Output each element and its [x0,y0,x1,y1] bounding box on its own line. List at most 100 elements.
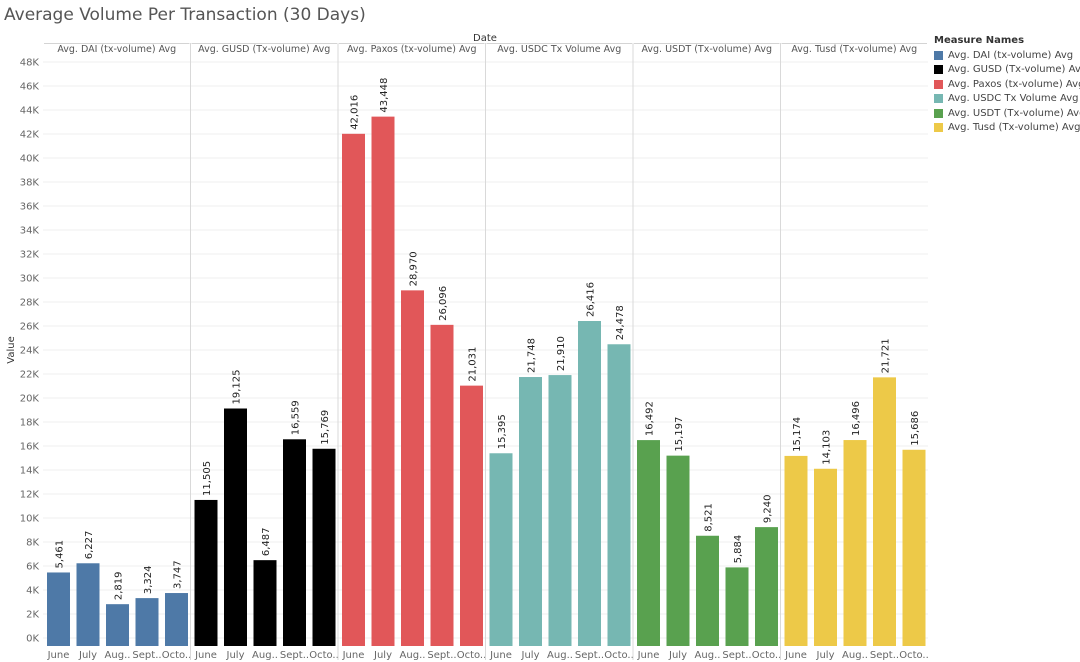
y-tick-label: 4K [26,586,39,597]
bar [489,453,513,646]
bar [253,560,277,646]
bar [548,375,572,646]
bar [607,344,631,646]
legend-item[interactable]: Avg. Paxos (tx-volume) Avg [934,77,1080,92]
x-tick-label: Aug.. [252,650,278,661]
x-tick-label: Aug.. [105,650,131,661]
bar [194,499,218,646]
x-tick-label: July [521,650,540,661]
data-label: 16,559 [291,400,302,435]
y-tick-label: 46K [20,82,40,93]
data-label: 5,461 [55,540,66,569]
bar [401,290,424,646]
legend-label: Avg. GUSD (Tx-volume) Avg [948,64,1080,76]
y-tick-label: 26K [20,322,40,333]
data-label: 6,487 [261,528,272,557]
y-tick-label: 10K [20,514,40,525]
legend-item[interactable]: Avg. DAI (tx-volume) Avg [934,48,1080,63]
legend-swatch [934,123,943,133]
bar [371,116,395,646]
y-tick-label: 30K [20,274,40,285]
legend-swatch [934,79,943,89]
data-label: 16,496 [851,401,862,436]
legend: Measure Names Avg. DAI (tx-volume) Avg Av… [934,35,1080,135]
bar [430,324,454,646]
legend-item[interactable]: Avg. Tusd (Tx-volume) Avg [934,121,1080,136]
bar [283,439,306,646]
data-label: 5,884 [733,535,744,564]
data-label: 26,096 [438,286,449,321]
data-label: 21,748 [527,338,538,373]
legend-item[interactable]: Avg. USDC Tx Volume Avg [934,92,1080,107]
bar [725,567,749,646]
data-label: 14,103 [822,430,833,465]
legend-item[interactable]: Avg. GUSD (Tx-volume) Avg [934,63,1080,78]
data-label: 15,174 [792,417,803,452]
y-tick-label: 6K [26,562,39,573]
x-tick-label: Aug.. [400,650,426,661]
legend-swatch [934,50,943,60]
legend-swatch [934,65,943,75]
x-tick-label: Octo.. [899,650,929,661]
x-tick-label: Octo.. [752,650,782,661]
panel-title: Avg. DAI (tx-volume) Avg [57,44,176,55]
data-label: 26,416 [586,282,597,317]
x-tick-label: July [373,650,392,661]
data-label: 21,721 [881,338,892,373]
x-tick-label: June [194,650,217,661]
y-tick-label: 40K [20,154,40,165]
x-tick-label: July [78,650,97,661]
x-tick-label: July [816,650,835,661]
data-label: 2,819 [114,572,125,601]
data-label: 21,910 [556,336,567,371]
x-tick-label: June [342,650,365,661]
panel-title: Avg. Paxos (tx-volume) Avg [347,44,477,55]
data-label: 16,492 [645,401,656,436]
legend-label: Avg. DAI (tx-volume) Avg [948,49,1074,61]
bar [666,455,690,646]
bar-chart: Date Value 0K 2K 4K 6K 8K 10K 12K 14K 16K 18K 20K 22K… [6,33,929,661]
x-tick-label: Sept.. [280,650,309,661]
data-label: 24,478 [615,305,626,340]
x-tick-label: Octo.. [162,650,192,661]
x-tick-label: Octo.. [309,650,339,661]
data-label: 42,016 [350,95,361,130]
legend-swatch [934,94,943,104]
y-tick-label: 18K [20,418,40,429]
x-tick-label: Aug.. [695,650,721,661]
panel-title: Avg. GUSD (Tx-volume) Avg [198,44,330,55]
data-label: 19,125 [232,370,243,405]
bar [784,455,808,646]
legend-label: Avg. Paxos (tx-volume) Avg [948,78,1080,90]
x-tick-label: June [47,650,70,661]
y-tick-label: 20K [20,394,40,405]
legend-swatch [934,108,943,118]
bar [755,527,778,646]
legend-title: Measure Names [934,35,1025,46]
legend-item[interactable]: Avg. USDT (Tx-volume) Avg [934,106,1080,121]
y-tick-label: 42K [20,130,40,141]
data-label: 11,505 [202,461,213,496]
data-label: 15,395 [497,414,508,449]
bar [814,468,837,646]
panel-title: Avg. USDT (Tx-volume) Avg [641,44,772,55]
y-tick-label: 14K [20,466,40,477]
y-axis-title: Value [6,336,17,363]
x-tick-label: June [489,650,512,661]
column-header: Date [473,33,497,44]
data-label: 21,031 [468,347,479,382]
y-tick-label: 44K [20,106,40,117]
bar [76,563,100,646]
y-tick-label: 38K [20,178,40,189]
data-label: 8,521 [704,503,715,532]
panel-title: Avg. USDC Tx Volume Avg [497,44,621,55]
x-tick-label: Octo.. [457,650,487,661]
x-tick-label: July [668,650,687,661]
data-label: 15,686 [910,411,921,446]
bar [224,408,247,646]
x-tick-label: Aug.. [547,650,573,661]
x-tick-label: Sept.. [575,650,604,661]
y-tick-label: 24K [20,346,40,357]
x-tick-label: Sept.. [722,650,751,661]
bar [696,535,719,646]
